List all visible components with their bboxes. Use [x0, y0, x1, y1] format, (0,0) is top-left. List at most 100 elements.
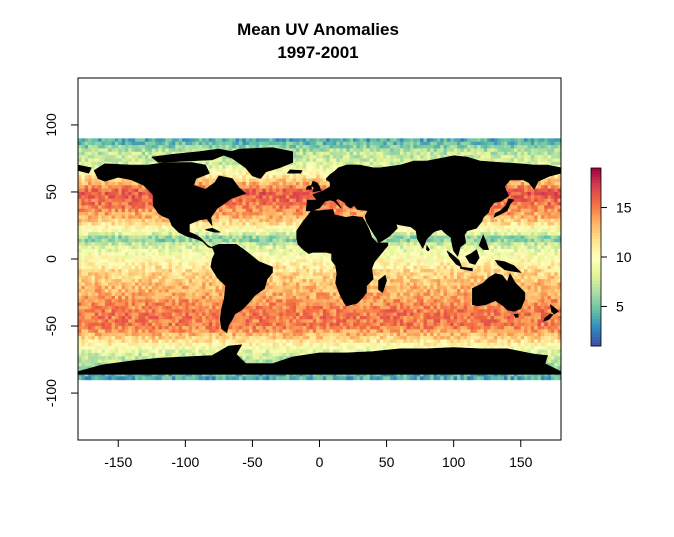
heatmap-cell	[232, 202, 237, 206]
heatmap-cell	[138, 158, 143, 163]
heatmap-cell	[332, 155, 337, 159]
heatmap-cell	[272, 181, 277, 186]
heatmap-cell	[406, 235, 411, 240]
heatmap-cell	[108, 138, 113, 143]
heatmap-cell	[299, 148, 304, 153]
heatmap-cell	[249, 202, 253, 206]
heatmap-cell	[128, 212, 133, 216]
heatmap-cell	[363, 212, 367, 216]
heatmap-cell	[111, 138, 116, 143]
heatmap-cell	[436, 141, 441, 146]
heatmap-cell	[259, 145, 263, 149]
heatmap-cell	[104, 235, 109, 240]
heatmap-cell	[151, 208, 156, 213]
heatmap-cell	[198, 148, 203, 153]
heatmap-cell	[148, 232, 153, 237]
heatmap-cell	[135, 195, 139, 200]
heatmap-cell	[430, 145, 435, 149]
heatmap-cell	[336, 212, 341, 216]
heatmap-cell	[503, 198, 508, 203]
heatmap-cell	[249, 191, 253, 196]
heatmap-cell	[135, 181, 139, 186]
heatmap-cell	[242, 138, 247, 143]
heatmap-cell	[108, 245, 113, 250]
heatmap-cell	[249, 205, 253, 210]
heatmap-cell	[410, 138, 414, 143]
heatmap-cell	[540, 145, 545, 149]
heatmap-cell	[369, 138, 374, 143]
heatmap-cell	[554, 198, 559, 203]
heatmap-cell	[124, 222, 129, 226]
heatmap-cell	[88, 165, 92, 169]
heatmap-cell	[400, 238, 404, 243]
heatmap-cell	[101, 225, 106, 230]
heatmap-cell	[534, 205, 539, 210]
heatmap-cell	[165, 225, 170, 230]
heatmap-cell	[363, 138, 367, 143]
heatmap-cell	[517, 222, 522, 226]
heatmap-cell	[299, 198, 304, 203]
heatmap-cell	[165, 245, 170, 250]
heatmap-cell	[487, 151, 492, 156]
heatmap-cell	[81, 191, 86, 196]
heatmap-cell	[554, 222, 559, 226]
heatmap-cell	[443, 242, 448, 247]
heatmap-cell	[111, 198, 116, 203]
heatmap-cell	[517, 235, 522, 240]
heatmap-cell	[480, 145, 485, 149]
heatmap-cell	[121, 232, 126, 237]
heatmap-cell	[202, 235, 206, 240]
heatmap-cell	[487, 158, 492, 163]
heatmap-cell	[550, 148, 555, 153]
heatmap-cell	[91, 178, 96, 183]
heatmap-cell	[353, 158, 357, 163]
heatmap-cell	[389, 138, 394, 143]
heatmap-cell	[145, 198, 149, 203]
heatmap-cell	[497, 158, 502, 163]
heatmap-cell	[269, 202, 274, 206]
heatmap-cell	[282, 232, 287, 237]
heatmap-cell	[282, 195, 287, 200]
heatmap-cell	[218, 218, 223, 223]
heatmap-cell	[128, 138, 133, 143]
heatmap-cell	[275, 205, 280, 210]
heatmap-cell	[265, 208, 270, 213]
heatmap-cell	[544, 185, 549, 190]
heatmap-cell	[235, 205, 240, 210]
heatmap-cell	[161, 145, 166, 149]
heatmap-cell	[490, 215, 495, 220]
heatmap-cell	[540, 178, 545, 183]
heatmap-cell	[537, 225, 542, 230]
heatmap-cell	[332, 145, 337, 149]
heatmap-cell	[269, 185, 274, 190]
heatmap-cell	[124, 202, 129, 206]
heatmap-cell	[78, 238, 82, 243]
heatmap-cell	[168, 222, 173, 226]
heatmap-cell	[517, 202, 522, 206]
heatmap-cell	[265, 252, 270, 257]
heatmap-cell	[413, 245, 418, 250]
heatmap-cell	[94, 198, 99, 203]
heatmap-cell	[212, 145, 217, 149]
heatmap-cell	[292, 245, 297, 250]
heatmap-cell	[155, 151, 159, 156]
heatmap-cell	[151, 235, 156, 240]
heatmap-cell	[269, 228, 274, 233]
heatmap-cell	[530, 218, 535, 223]
heatmap-cell	[520, 202, 525, 206]
heatmap-cell	[550, 151, 555, 156]
heatmap-cell	[557, 148, 561, 153]
heatmap-cell	[547, 198, 552, 203]
heatmap-cell	[296, 188, 300, 193]
heatmap-cell	[81, 188, 86, 193]
heatmap-cell	[232, 222, 237, 226]
heatmap-cell	[490, 232, 495, 237]
heatmap-cell	[81, 242, 86, 247]
heatmap-cell	[84, 198, 89, 203]
heatmap-cell	[316, 252, 320, 257]
heatmap-cell	[436, 242, 441, 247]
heatmap-cell	[413, 151, 418, 156]
heatmap-cell	[306, 252, 310, 257]
heatmap-cell	[104, 225, 109, 230]
heatmap-cell	[389, 155, 394, 159]
